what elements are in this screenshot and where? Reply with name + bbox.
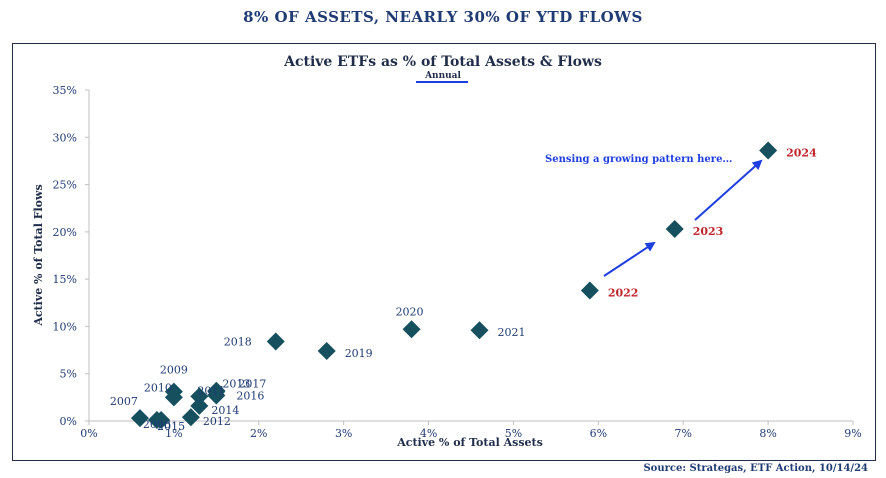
data-label-2019: 2019: [345, 347, 373, 360]
chart-title: Active ETFs as % of Total Assets & Flows: [283, 54, 602, 70]
trend-annotation: Sensing a growing pattern here…: [545, 154, 732, 165]
data-point-2023: [665, 220, 684, 239]
data-label-2009: 2009: [160, 364, 188, 377]
chart-frame: [12, 43, 876, 461]
page-headline: 8% OF ASSETS, NEARLY 30% OF YTD FLOWS: [243, 8, 643, 26]
data-point-2015: [152, 411, 171, 430]
data-label-2007: 2007: [110, 395, 138, 408]
data-label-2011: 2011: [197, 384, 225, 397]
y-tick-label: 0%: [60, 415, 77, 428]
source-note: Source: Strategas, ETF Action, 10/14/24: [643, 463, 868, 474]
trend-arrow-2: [694, 159, 763, 221]
data-point-2010: [164, 388, 183, 407]
x-tick-label: 6%: [590, 427, 607, 440]
x-tick-label: 9%: [844, 427, 861, 440]
data-label-2013: 2013: [222, 378, 250, 391]
data-label-2021: 2021: [497, 326, 525, 339]
y-axis-label: Active % of Total Flows: [32, 184, 45, 326]
x-tick-label: 4%: [420, 427, 437, 440]
data-point-2021: [470, 321, 489, 340]
y-tick-label: 5%: [60, 368, 77, 381]
data-label-2008: 2008: [143, 418, 171, 431]
y-tick-label: 30%: [53, 131, 77, 144]
x-tick-label: 0%: [80, 427, 97, 440]
data-point-2012: [181, 408, 200, 427]
chart-subtitle: Annual: [424, 71, 461, 81]
data-point-2019: [317, 342, 336, 361]
data-label-2012: 2012: [203, 415, 231, 428]
data-label-2016: 2016: [236, 389, 264, 402]
data-point-2014: [190, 396, 209, 415]
y-tick-label: 25%: [53, 179, 77, 192]
data-label-2023: 2023: [693, 225, 724, 238]
data-label-2024: 2024: [786, 147, 817, 160]
x-tick-label: 5%: [505, 427, 522, 440]
data-point-2011: [190, 387, 209, 406]
x-axis-label: Active % of Total Assets: [396, 436, 543, 449]
y-tick-label: 35%: [53, 84, 77, 97]
x-tick-label: 7%: [674, 427, 691, 440]
y-tick-label: 15%: [53, 273, 77, 286]
data-point-2020: [402, 320, 421, 339]
data-point-2007: [130, 409, 149, 428]
data-point-2022: [580, 281, 599, 300]
data-label-2017: 2017: [238, 378, 266, 391]
x-tick-label: 8%: [759, 427, 776, 440]
data-label-2020: 2020: [396, 305, 424, 318]
x-tick-label: 2%: [250, 427, 267, 440]
data-point-2024: [759, 141, 778, 160]
data-label-2022: 2022: [608, 286, 639, 299]
trend-arrow-1: [603, 241, 656, 277]
data-label-2018: 2018: [224, 336, 252, 349]
data-point-2017: [207, 381, 226, 400]
data-label-2015: 2015: [157, 420, 185, 433]
x-tick-label: 1%: [165, 427, 182, 440]
data-label-2014: 2014: [211, 404, 239, 417]
x-tick-label: 3%: [335, 427, 352, 440]
data-label-2010: 2010: [144, 381, 172, 394]
data-point-2018: [266, 332, 285, 351]
y-tick-label: 10%: [53, 320, 77, 333]
y-tick-label: 20%: [53, 226, 77, 239]
